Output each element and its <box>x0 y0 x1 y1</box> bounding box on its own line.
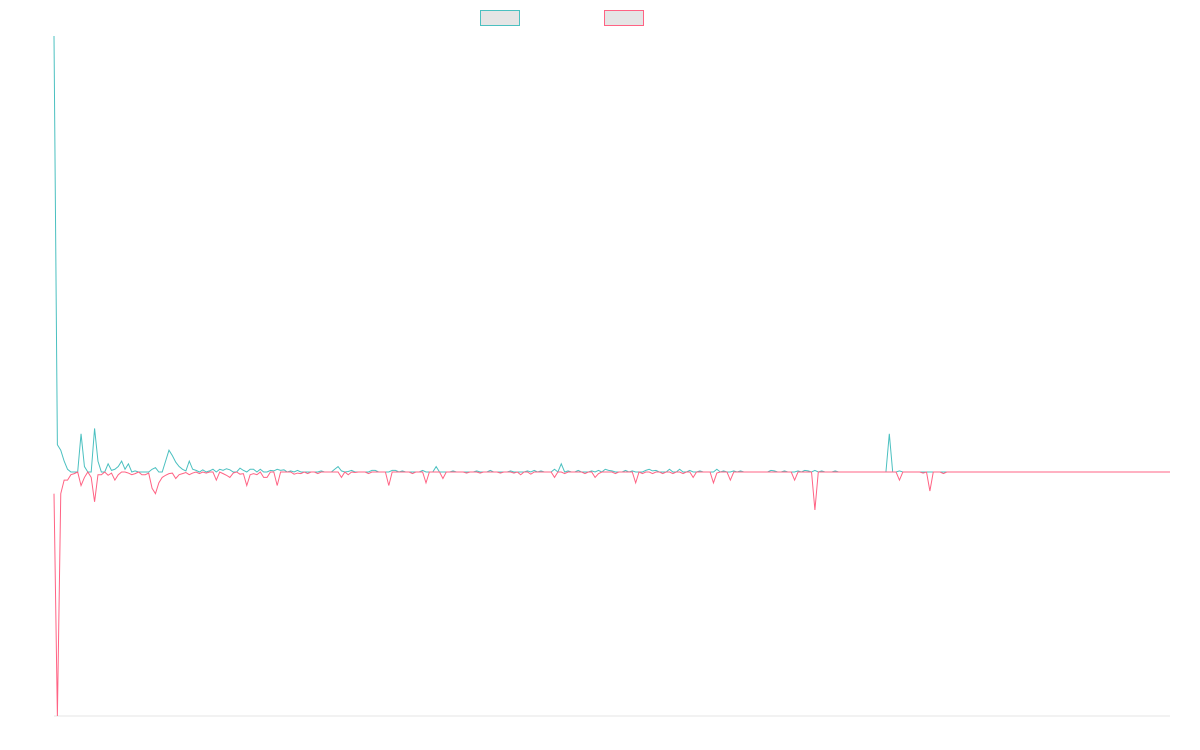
chart-legend <box>0 10 1200 26</box>
legend-swatch-series-b[interactable] <box>604 10 644 26</box>
legend-swatch-series-a[interactable] <box>480 10 520 26</box>
series-b-line <box>53 471 1170 717</box>
series-a-line <box>53 35 1170 473</box>
